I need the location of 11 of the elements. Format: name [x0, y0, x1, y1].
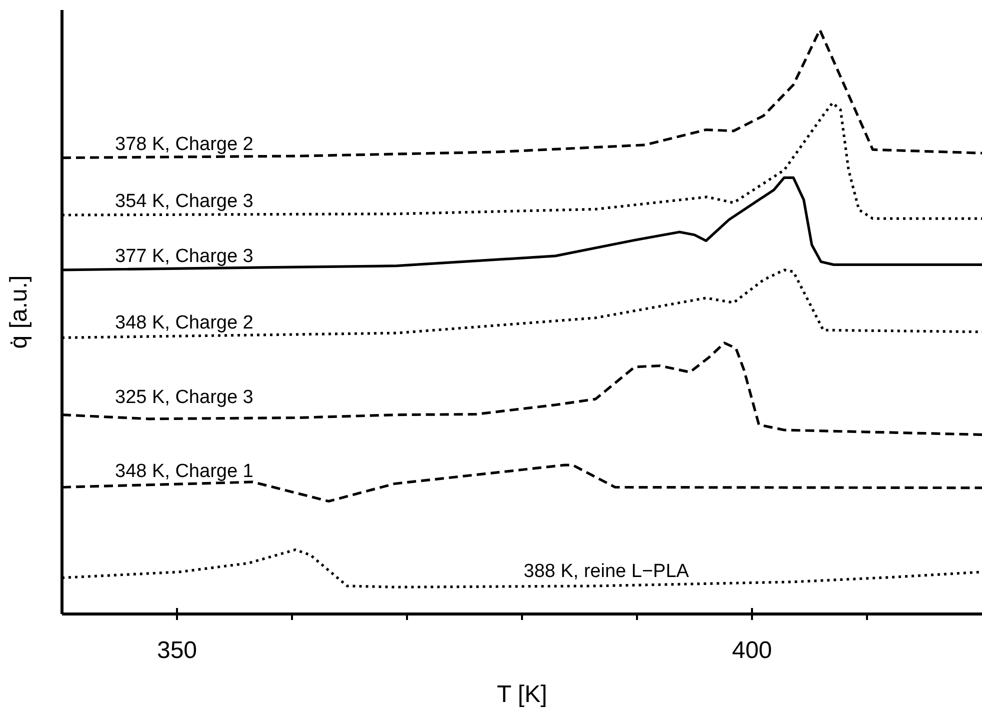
series-label: 388 K, reine L−PLA: [524, 561, 690, 582]
series-label: 348 K, Charge 1: [115, 461, 254, 482]
series-label: 354 K, Charge 3: [115, 191, 254, 212]
x-axis-title: T [K]: [496, 681, 548, 708]
series-label: 377 K, Charge 3: [115, 246, 254, 267]
y-axis-title: q̇ [a.u.]: [6, 275, 33, 349]
series-label: 348 K, Charge 2: [115, 312, 254, 334]
series-label: 378 K, Charge 2: [115, 134, 254, 155]
x-tick-label: 400: [732, 637, 772, 664]
series-label: 325 K, Charge 3: [115, 386, 254, 408]
x-tick-label: 350: [156, 637, 198, 664]
